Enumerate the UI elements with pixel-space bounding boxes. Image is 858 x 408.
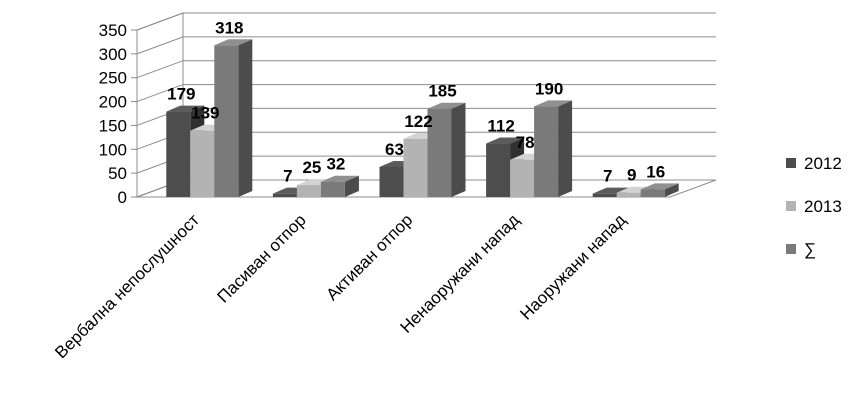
y-tick-label: 100 (99, 140, 127, 159)
data-label: 78 (516, 133, 535, 152)
x-axis: Вербална непослушност Пасиван отпор Актива… (51, 210, 629, 362)
data-label: 7 (283, 167, 292, 186)
data-label: 185 (428, 82, 456, 101)
x-tick-label: Наоружани напад (516, 210, 629, 323)
y-tick-label: 300 (99, 45, 127, 64)
y-tick-label: 0 (118, 188, 127, 207)
legend-swatch (786, 244, 796, 254)
bar (640, 183, 679, 197)
gridline (136, 12, 716, 31)
bar (320, 175, 359, 197)
legend: 2012 2013 ∑ (786, 154, 842, 259)
data-label: 25 (302, 158, 321, 177)
y-tick-label: 50 (108, 164, 127, 183)
data-label: 16 (646, 162, 665, 181)
x-tick-label: Ненаоружани напад (396, 210, 523, 337)
y-tick-label: 350 (99, 21, 127, 40)
y-tick-label: 150 (99, 116, 127, 135)
data-label: 122 (404, 112, 432, 131)
bar (534, 100, 573, 197)
legend-label: 2013 (804, 197, 842, 216)
data-label: 139 (191, 104, 219, 123)
x-tick-label: Активан отпор (323, 210, 417, 304)
data-label: 63 (385, 140, 404, 159)
data-label: 9 (627, 166, 636, 185)
data-label: 7 (603, 167, 612, 186)
gridline (136, 60, 716, 79)
data-label: 32 (326, 155, 345, 174)
y-axis: 0 50 100 150 200 250 300 350 (99, 21, 138, 207)
legend-swatch (786, 158, 796, 168)
x-tick-label: Пасиван отпор (214, 210, 310, 306)
bars (166, 39, 679, 197)
legend-label: 2012 (804, 154, 842, 173)
bar (427, 102, 466, 197)
bar (214, 39, 253, 197)
y-tick-label: 250 (99, 69, 127, 88)
legend-label: ∑ (804, 240, 816, 259)
gridline (136, 36, 716, 55)
data-label: 318 (215, 18, 243, 37)
legend-swatch (786, 201, 796, 211)
data-label: 190 (535, 79, 563, 98)
gridline (136, 84, 716, 103)
data-label: 112 (487, 117, 514, 136)
back-wall (183, 13, 716, 180)
x-tick-label: Вербална непослушност (51, 210, 203, 362)
y-tick-label: 200 (99, 93, 127, 112)
data-label: 179 (167, 85, 195, 104)
